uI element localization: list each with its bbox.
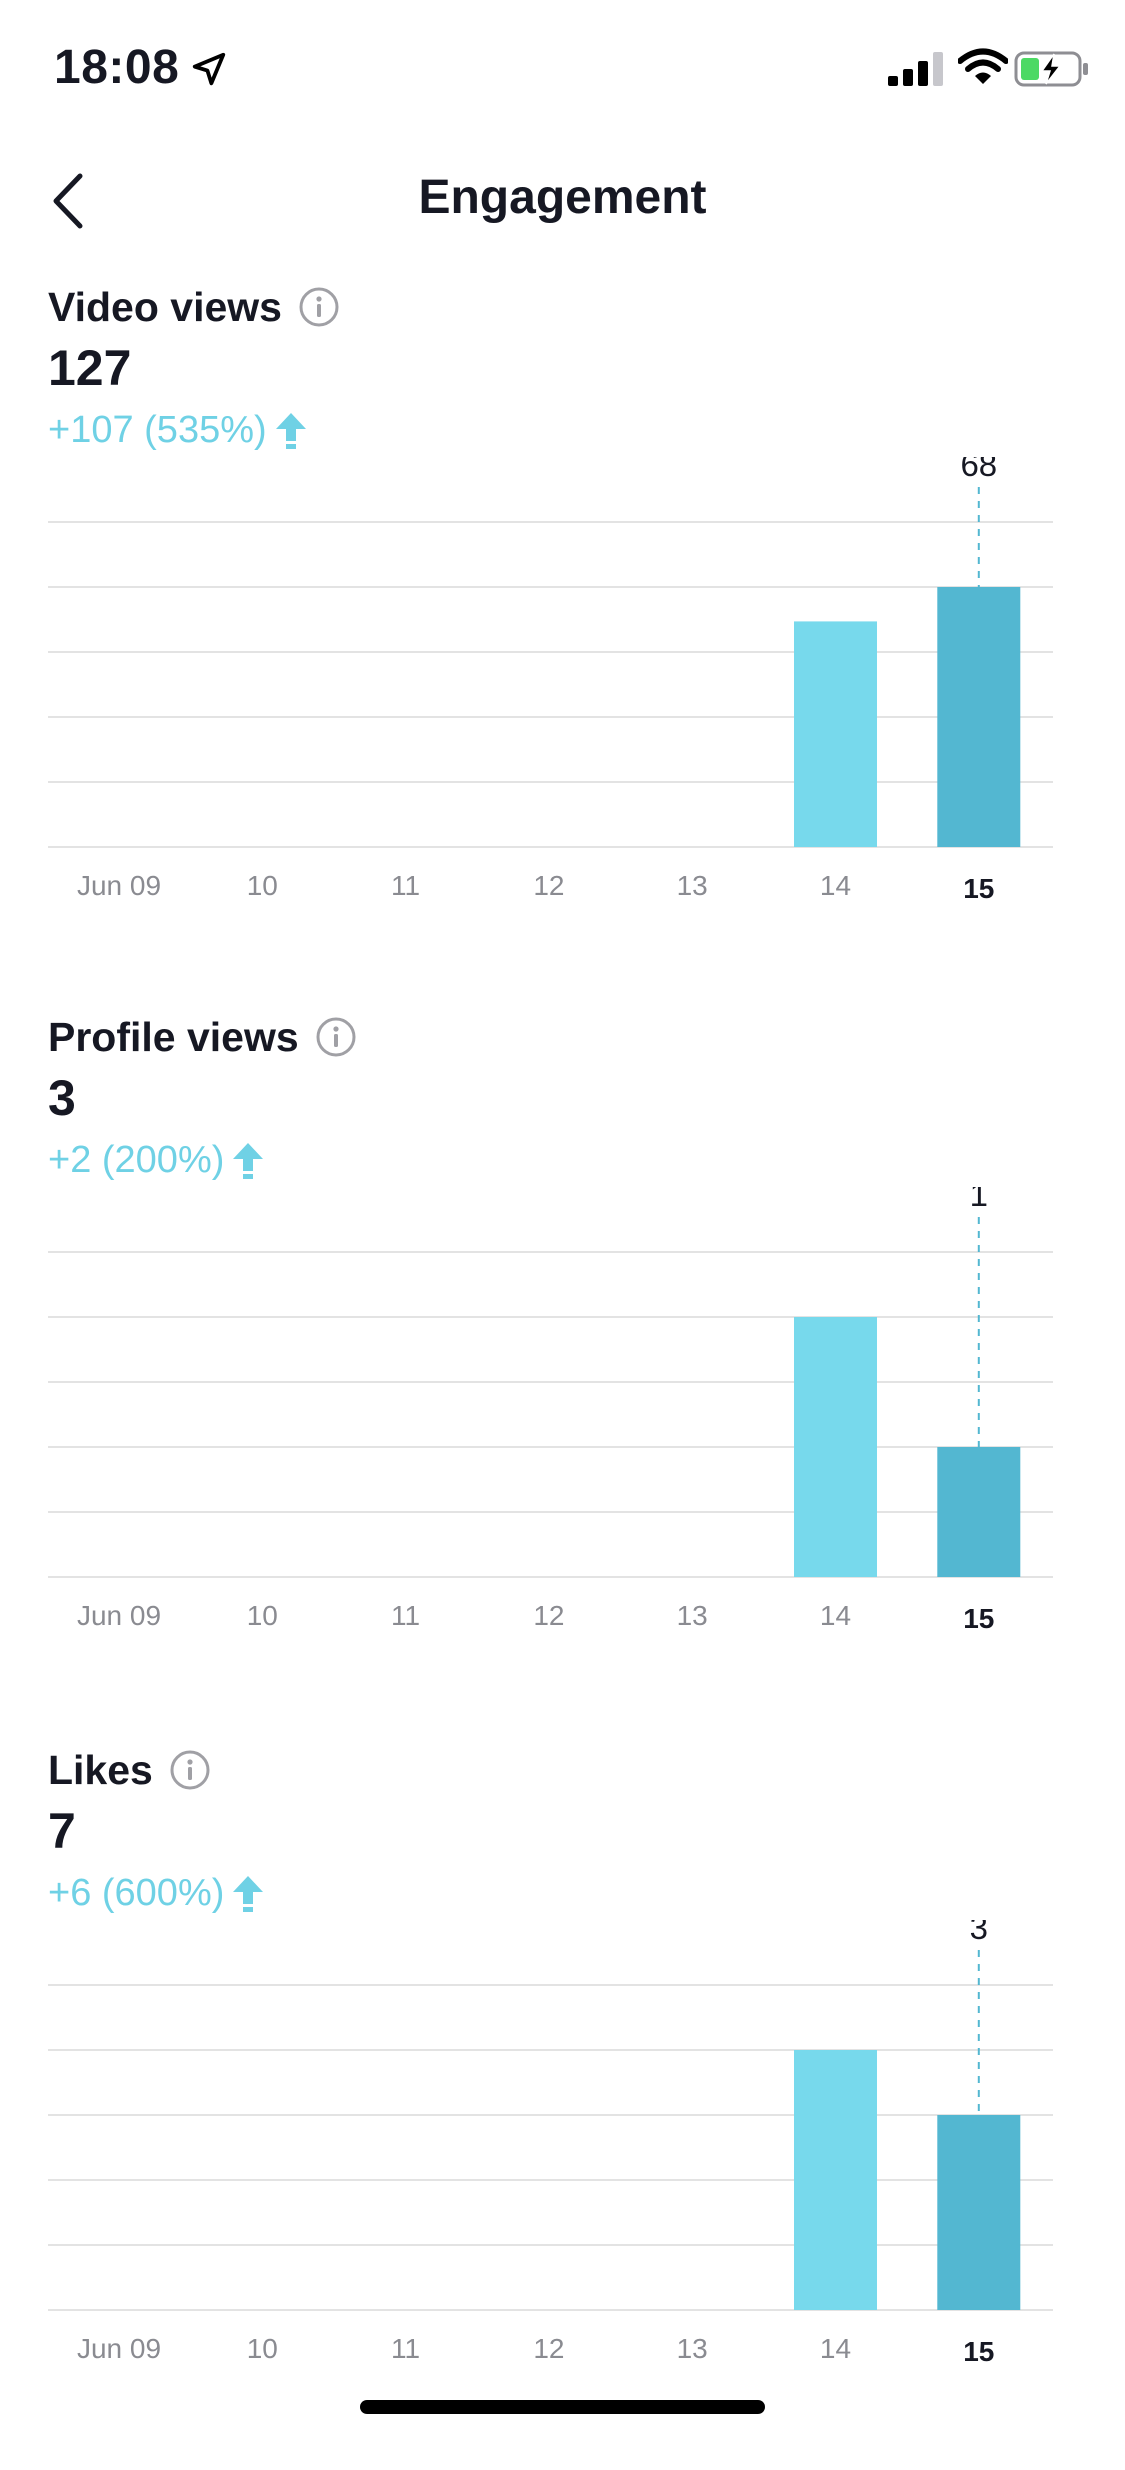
x-tick-label: Jun 09 — [77, 1600, 161, 1631]
x-tick-label: 10 — [247, 2333, 278, 2364]
back-button[interactable] — [40, 166, 100, 236]
x-tick-label: 14 — [820, 870, 851, 901]
section-title: Likes — [48, 1746, 153, 1793]
x-tick-label: 14 — [820, 2333, 851, 2364]
status-time: 18:08 — [54, 41, 180, 94]
info-icon[interactable] — [298, 286, 340, 328]
section-total: 3 — [48, 1070, 76, 1126]
video-views-section: Video views 127 +107 (535%) Jun 09 10 11 12… — [0, 277, 1125, 1007]
info-icon[interactable] — [169, 1749, 211, 1791]
bar-6[interactable] — [794, 1317, 877, 1577]
signal-icon — [888, 52, 943, 86]
bar-7[interactable] — [937, 587, 1021, 847]
highlight-value-label: 3 — [970, 1920, 988, 1946]
home-indicator[interactable] — [360, 2400, 765, 2414]
battery-charging-icon — [1014, 51, 1088, 87]
x-tick-label: 15 — [963, 1603, 994, 1634]
section-title: Profile views — [48, 1013, 299, 1060]
likes-section: Likes 7 +6 (600%) Jun 09 10 11 12 13 14 3 15 — [0, 1740, 1125, 2470]
section-header: Video views — [48, 277, 340, 337]
bar-7[interactable] — [937, 2115, 1021, 2310]
section-title: Video views — [48, 283, 282, 330]
x-tick-label: 11 — [391, 1600, 420, 1631]
x-tick-label: 12 — [533, 1600, 564, 1631]
arrow-up-icon — [233, 1875, 264, 1912]
header: Engagement — [0, 140, 1125, 260]
x-tick-label: 13 — [677, 870, 708, 901]
x-tick-label: 11 — [391, 2333, 420, 2364]
x-tick-label: 11 — [391, 870, 420, 901]
section-total: 127 — [48, 340, 132, 396]
x-tick-label: 13 — [677, 2333, 708, 2364]
section-total: 7 — [48, 1803, 76, 1859]
status-bar: 18:08 — [0, 0, 1125, 140]
profile-views-chart: Jun 09 10 11 12 13 14 1 15 — [48, 1187, 1053, 1634]
x-tick-label: 12 — [533, 2333, 564, 2364]
x-tick-label: 10 — [247, 1600, 278, 1631]
section-header: Likes — [48, 1740, 211, 1800]
wifi-icon — [958, 48, 1008, 84]
bar-6[interactable] — [794, 621, 877, 847]
highlight-value-label: 68 — [960, 457, 997, 483]
page-title: Engagement — [418, 171, 707, 224]
section-change: +107 (535%) — [48, 409, 309, 452]
x-tick-label: Jun 09 — [77, 870, 161, 901]
x-tick-label: 10 — [247, 870, 278, 901]
change-text: +107 (535%) — [48, 409, 267, 451]
info-icon[interactable] — [315, 1016, 357, 1058]
highlight-value-label: 1 — [970, 1187, 988, 1213]
change-text: +6 (600%) — [48, 1872, 225, 1914]
x-tick-label: 14 — [820, 1600, 851, 1631]
x-tick-label: Jun 09 — [77, 2333, 161, 2364]
likes-chart: Jun 09 10 11 12 13 14 3 15 — [48, 1920, 1053, 2367]
location-arrow-icon — [192, 52, 226, 86]
bar-7[interactable] — [937, 1447, 1021, 1577]
arrow-up-icon — [233, 1142, 264, 1179]
x-tick-label: 15 — [963, 2336, 994, 2367]
chevron-left-icon — [53, 173, 83, 229]
profile-views-section: Profile views 3 +2 (200%) Jun 09 10 11 12 13… — [0, 1007, 1125, 1737]
arrow-up-icon — [275, 412, 306, 449]
bar-6[interactable] — [794, 2050, 877, 2310]
section-change: +2 (200%) — [48, 1139, 266, 1182]
section-change: +6 (600%) — [48, 1872, 266, 1915]
x-tick-label: 15 — [963, 873, 994, 904]
x-tick-label: 13 — [677, 1600, 708, 1631]
x-tick-label: 12 — [533, 870, 564, 901]
change-text: +2 (200%) — [48, 1139, 225, 1181]
section-header: Profile views — [48, 1007, 357, 1067]
video-views-chart: Jun 09 10 11 12 13 14 68 15 — [48, 457, 1053, 904]
